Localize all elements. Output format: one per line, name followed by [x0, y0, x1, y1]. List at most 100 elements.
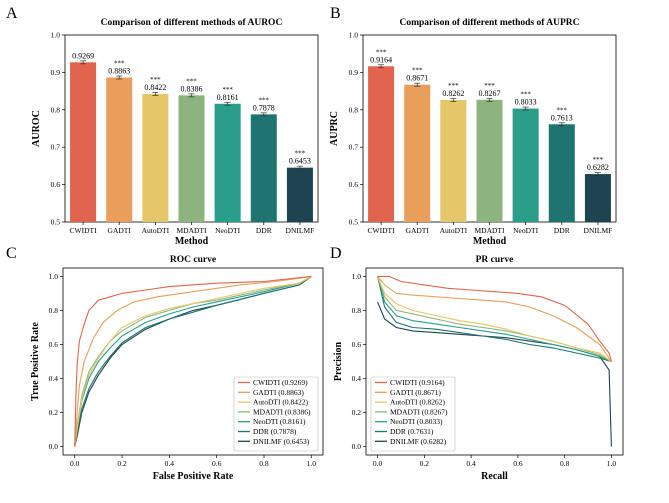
legend: CWIDTI (0.9164)GADTI (0.8671)AutoDTI (0.… [370, 376, 456, 452]
y-tick-label: 0.8 [51, 105, 61, 114]
x-tick-label: GADTI [108, 226, 132, 235]
value-label: 0.8386 [181, 84, 203, 93]
panel-letter: A [6, 5, 18, 22]
y-tick-label: 0.5 [349, 218, 359, 227]
bar-ddr [548, 124, 575, 222]
legend-entry: DDR (0.7631) [390, 427, 434, 436]
value-label: 0.7613 [551, 113, 573, 122]
panel-a: A Comparison of different methods of AURO… [6, 5, 319, 247]
x-tick-label: MDADTI [475, 226, 505, 235]
x-tick-label: 0.4 [165, 459, 175, 468]
y-tick-label: 0.6 [352, 340, 362, 349]
curve-neodti [74, 275, 312, 447]
x-tick-label: 0.0 [70, 459, 80, 468]
bar-cwidti [368, 66, 395, 222]
panel-letter: D [330, 245, 342, 262]
x-tick-label: 0.0 [373, 459, 383, 468]
y-axis-label: True Positive Rate [30, 322, 41, 401]
value-label: 0.7878 [253, 103, 275, 112]
x-tick-label: MDADTI [177, 226, 207, 235]
significance-stars: *** [376, 48, 387, 56]
bar-dnilmf [286, 167, 313, 222]
bar-neodti [512, 108, 539, 222]
value-label: 0.9269 [72, 51, 94, 60]
y-tick-label: 0.8 [352, 306, 362, 315]
value-label: 0.8863 [108, 67, 130, 76]
panel-b: B Comparison of different methods of AUPR… [329, 5, 617, 247]
y-tick-label: 0.2 [49, 408, 59, 417]
y-tick-label: 1.0 [51, 31, 61, 40]
significance-stars: *** [593, 156, 604, 164]
significance-stars: *** [150, 76, 161, 84]
y-tick-label: 0.6 [49, 340, 59, 349]
significance-stars: *** [186, 77, 197, 85]
value-label: 0.8671 [406, 74, 428, 83]
significance-stars: *** [448, 82, 459, 90]
bar-ddr [250, 114, 277, 222]
bar-gadti [404, 84, 431, 223]
legend-entry: CWIDTI (0.9164) [390, 378, 445, 387]
bar-autodti [440, 100, 467, 222]
x-tick-label: CWIDTI [368, 226, 396, 235]
bar-cwidti [70, 62, 97, 222]
x-tick-label: 0.4 [466, 459, 476, 468]
chart-title: PR curve [476, 255, 514, 265]
legend-entry: NeoDTI (0.8161) [253, 417, 306, 426]
curve-gadti [74, 275, 312, 447]
significance-stars: *** [259, 96, 270, 104]
value-label: 0.8262 [442, 89, 464, 98]
y-tick-label: 0.5 [51, 218, 61, 227]
legend-box [370, 376, 456, 452]
panel-d: D PR curve 0.0 0.2 0.4 0.6 0.8 1.0 0.0 0.2 0.4 0.6 0… [330, 245, 624, 482]
curve-autodti [377, 276, 612, 362]
y-tick-label: 0.2 [352, 408, 362, 417]
y-tick-label: 1.0 [349, 31, 359, 40]
bar-dnilmf [584, 174, 611, 222]
legend: CWIDTI (0.9269)GADTI (0.8863)AutoDTI (0.… [233, 376, 319, 452]
x-tick-label: 0.2 [117, 459, 127, 468]
value-label: 0.8267 [479, 89, 501, 98]
x-tick-label: 0.6 [212, 459, 222, 468]
bar-mdadti [476, 99, 503, 222]
value-label: 0.9164 [370, 55, 392, 64]
chart-title: ROC curve [170, 255, 216, 265]
x-axis-label: Method [175, 236, 209, 247]
y-tick-label: 0.7 [51, 143, 61, 152]
x-tick-label: AutoDTI [440, 226, 468, 235]
x-tick-label: CWIDTI [70, 226, 98, 235]
significance-stars: *** [222, 86, 233, 94]
x-axis-label: Recall [481, 471, 508, 482]
legend-entry: MDADTI (0.8386) [253, 407, 311, 416]
x-tick-label: AutoDTI [142, 226, 170, 235]
value-label: 0.8033 [515, 98, 537, 107]
x-tick-label: NeoDTI [513, 226, 538, 235]
bar-gadti [106, 77, 133, 222]
legend-entry: GADTI (0.8671) [390, 388, 441, 397]
legend-entry: DNILMF (0.6453) [253, 437, 310, 446]
y-tick-label: 0.4 [352, 374, 362, 383]
y-tick-label: 0.8 [49, 306, 59, 315]
curve-cwidti [377, 275, 612, 362]
significance-stars: *** [412, 67, 423, 75]
x-tick-label: DDR [256, 226, 272, 235]
plot-frame [62, 267, 324, 456]
significance-stars: *** [520, 91, 531, 99]
curve-mdadti [377, 276, 612, 362]
y-axis-label: AUROC [31, 110, 42, 147]
curve-mdadti [74, 275, 312, 447]
legend-entry: MDADTI (0.8267) [390, 407, 448, 416]
curve-ddr [74, 275, 312, 447]
legend-entry: GADTI (0.8863) [253, 388, 304, 397]
x-tick-label: 0.2 [420, 459, 430, 468]
y-tick-label: 0.8 [349, 105, 359, 114]
x-tick-label: 1.0 [307, 459, 317, 468]
value-label: 0.6453 [289, 157, 311, 166]
x-tick-label: GADTI [406, 226, 430, 235]
y-tick-label: 0.6 [51, 180, 61, 189]
x-axis-label: False Positive Rate [153, 471, 234, 482]
legend-entry: AutoDTI (0.8422) [253, 398, 308, 407]
chart-title: Comparison of different methods of AUPRC [399, 18, 579, 28]
x-tick-label: 0.6 [513, 459, 523, 468]
legend-entry: CWIDTI (0.9269) [253, 378, 308, 387]
